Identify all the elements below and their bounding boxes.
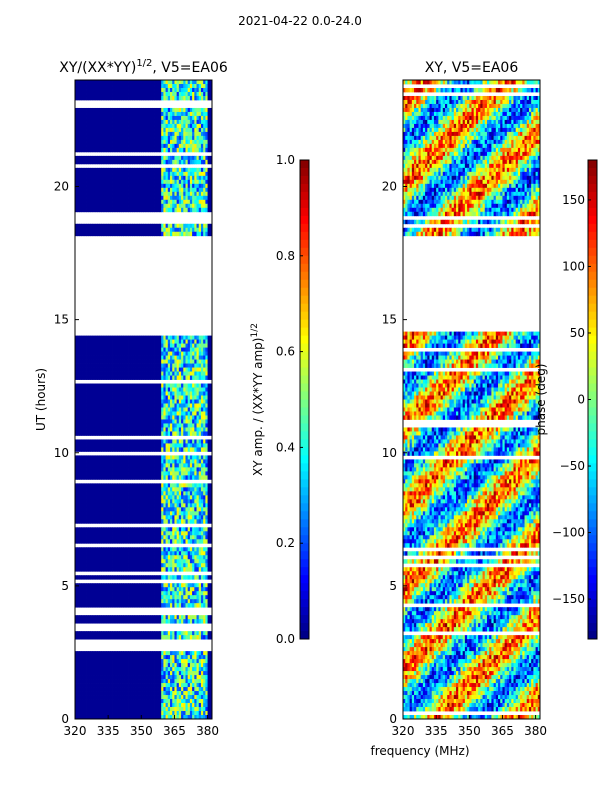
heatmap-1: [75, 80, 213, 720]
